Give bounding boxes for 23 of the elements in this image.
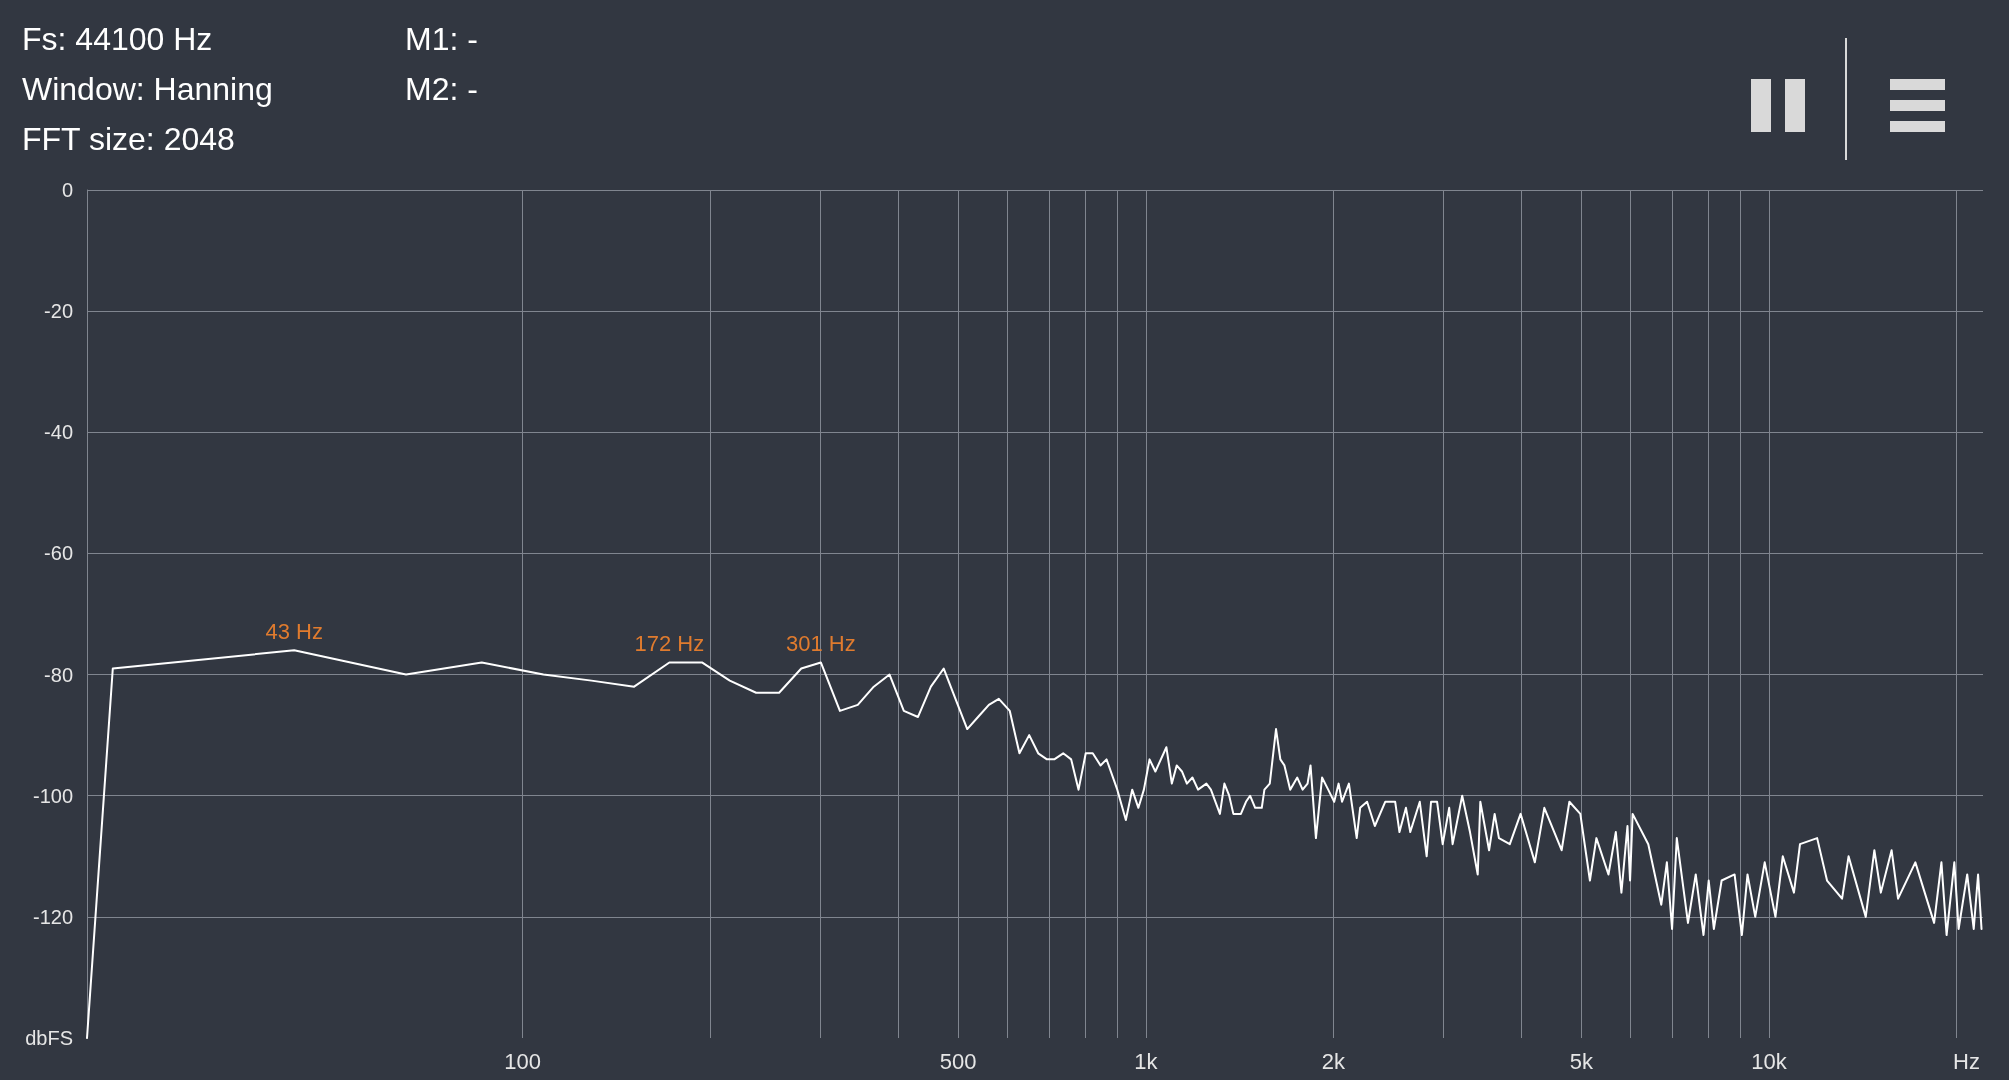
x-tick-label: 100 bbox=[504, 1048, 541, 1074]
text: Window: Hanning bbox=[22, 70, 274, 109]
text: M2: - bbox=[405, 70, 479, 109]
text: FFT size: 2048 bbox=[22, 120, 236, 159]
y-tick-label: -20 bbox=[44, 300, 73, 323]
y-axis-title: dbFS bbox=[25, 1027, 73, 1049]
annotation: 43 Hz bbox=[265, 618, 323, 644]
y-tick-label: -40 bbox=[44, 421, 73, 444]
y-tick-label: -60 bbox=[44, 542, 73, 565]
x-tick-label: 5k bbox=[1569, 1048, 1594, 1074]
x-tick-label: 500 bbox=[939, 1048, 977, 1074]
x-tick-label: 10k bbox=[1751, 1048, 1788, 1074]
text: M1: - bbox=[405, 20, 479, 59]
y-tick-label: -80 bbox=[44, 663, 73, 686]
x-tick-label: 2k bbox=[1321, 1048, 1346, 1074]
annotation: 301 Hz bbox=[785, 630, 856, 656]
x-tick-label: 1k bbox=[1134, 1048, 1159, 1074]
x-axis-title: Hz bbox=[1953, 1048, 1980, 1074]
annotation: 172 Hz bbox=[634, 630, 705, 656]
y-tick-label: 0 bbox=[61, 179, 73, 201]
y-tick-label: -120 bbox=[32, 905, 73, 928]
text: Fs: 44100 Hz bbox=[22, 20, 214, 59]
y-tick-label: -100 bbox=[32, 784, 73, 807]
